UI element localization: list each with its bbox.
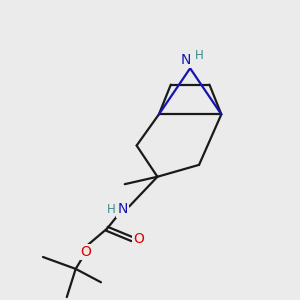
Text: H: H	[106, 203, 115, 216]
Text: H: H	[195, 49, 203, 62]
Text: N: N	[118, 202, 128, 216]
Text: N: N	[181, 53, 191, 67]
Text: O: O	[133, 232, 144, 246]
Text: O: O	[81, 245, 92, 259]
